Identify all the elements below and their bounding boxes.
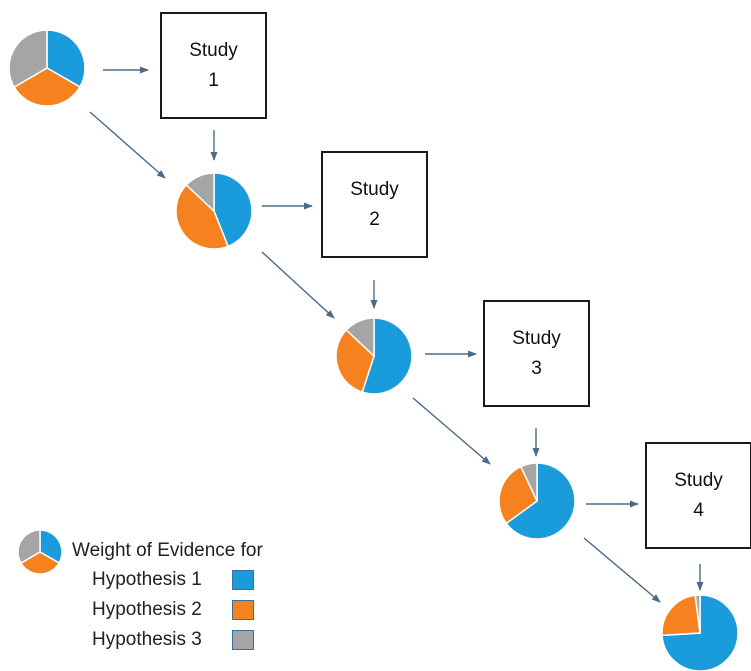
pie-slice-hypothesis-2 bbox=[335, 328, 375, 394]
legend-title: Weight of Evidence for bbox=[72, 540, 263, 561]
study-box-3: Study 3 bbox=[483, 300, 590, 407]
pie-prior bbox=[8, 29, 86, 107]
pie-slice-hypothesis-3 bbox=[345, 317, 375, 358]
pie-slice-hypothesis-1 bbox=[213, 172, 253, 248]
study-box-4: Study 4 bbox=[645, 442, 751, 549]
pie-after-study-1 bbox=[175, 172, 253, 250]
study-1-number: 1 bbox=[208, 69, 219, 91]
study-1-label: Study bbox=[189, 39, 238, 61]
study-2-number: 2 bbox=[369, 208, 380, 230]
study-4-number: 4 bbox=[693, 499, 704, 521]
pie-slice-hypothesis-2 bbox=[13, 67, 81, 107]
arrow-pie-1-to-pie-2 bbox=[261, 251, 335, 319]
legend-swatch-hypothesis-1 bbox=[232, 570, 254, 590]
study-box-1: Study 1 bbox=[160, 12, 267, 119]
pie-slice-hypothesis-2 bbox=[175, 183, 229, 250]
legend-label-hypothesis-1: Hypothesis 1 bbox=[92, 569, 202, 590]
study-3-number: 3 bbox=[531, 357, 542, 379]
pie-slice-hypothesis-3 bbox=[17, 529, 41, 565]
arrow-pie-3-to-pie-4 bbox=[583, 537, 661, 603]
pie-slice-hypothesis-1 bbox=[505, 462, 576, 540]
pie-slice-hypothesis-2 bbox=[498, 465, 538, 525]
study-3-label: Study bbox=[512, 327, 561, 349]
legend-pie-icon bbox=[17, 529, 63, 575]
pie-slice-hypothesis-2 bbox=[19, 551, 61, 575]
legend-label-hypothesis-2: Hypothesis 2 bbox=[92, 599, 202, 620]
arrow-pie-2-to-pie-3 bbox=[412, 397, 491, 465]
pie-slice-hypothesis-2 bbox=[661, 594, 701, 637]
legend-swatch-hypothesis-3 bbox=[232, 630, 254, 650]
study-box-2: Study 2 bbox=[321, 151, 428, 258]
arrow-prior-to-pie-1 bbox=[89, 111, 166, 179]
study-4-label: Study bbox=[674, 469, 723, 491]
pie-after-study-3 bbox=[498, 462, 576, 540]
legend-swatch-hypothesis-2 bbox=[232, 600, 254, 620]
pie-slice-hypothesis-3 bbox=[8, 29, 48, 89]
pie-after-study-4 bbox=[661, 594, 739, 671]
pie-after-study-2 bbox=[335, 317, 413, 395]
legend-label-hypothesis-3: Hypothesis 3 bbox=[92, 629, 202, 650]
pie-slice-hypothesis-3 bbox=[519, 462, 538, 502]
pie-slice-hypothesis-3 bbox=[185, 172, 215, 213]
study-2-label: Study bbox=[350, 178, 399, 200]
pie-slice-hypothesis-3 bbox=[694, 594, 701, 634]
